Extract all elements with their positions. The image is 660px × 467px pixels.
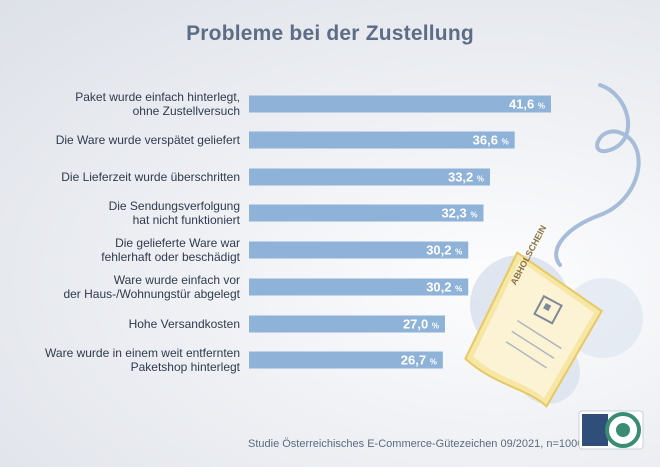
value-label: 41,6 % xyxy=(509,97,545,112)
paper-line xyxy=(511,330,555,359)
paper-line xyxy=(516,319,562,350)
paper-line xyxy=(505,341,547,369)
bar xyxy=(249,131,515,149)
category-label: Hohe Versandkosten xyxy=(129,317,240,331)
europe-map-icon xyxy=(582,414,608,446)
bar xyxy=(249,168,491,186)
guetezeichen-seal xyxy=(578,410,644,450)
bar xyxy=(249,95,551,113)
bar xyxy=(249,204,484,222)
seal-ring-icon xyxy=(605,412,641,448)
qr-code-detail xyxy=(543,302,552,312)
value-label: 30,2 % xyxy=(426,280,462,295)
seal-center xyxy=(616,423,630,437)
category-label: Paket wurde einfach hinterlegt, ohne Zust… xyxy=(75,90,240,118)
category-label: Die gelieferte Ware war fehlerhaft oder b… xyxy=(101,236,240,264)
category-label: Ware wurde einfach vor der Haus-/Wohnungs… xyxy=(63,273,240,301)
footnote-source: Studie Österreichisches E-Commerce-Gütez… xyxy=(248,438,584,450)
abholschein-illustration: ABHOLSCHEIN xyxy=(464,224,604,408)
value-label: 32,3 % xyxy=(441,206,477,221)
bar xyxy=(249,241,469,259)
category-label: Die Sendungsverfolgung hat nicht funktion… xyxy=(109,199,241,227)
value-label: 26,7 % xyxy=(401,353,437,368)
value-label: 33,2 % xyxy=(448,170,484,185)
qr-code-icon xyxy=(533,294,563,325)
bar xyxy=(249,351,443,369)
value-label: 27,0 % xyxy=(403,317,439,332)
page-title: Probleme bei der Zustellung xyxy=(186,22,474,45)
value-label: 36,6 % xyxy=(473,133,509,148)
deco-swirl xyxy=(554,83,641,267)
category-label: Die Ware wurde verspätet geliefert xyxy=(56,133,241,147)
category-label: Ware wurde in einem weit entfernten Paket… xyxy=(45,346,241,374)
category-label: Die Lieferzeit wurde überschritten xyxy=(61,170,240,184)
bar xyxy=(249,315,446,333)
bar xyxy=(249,278,469,296)
value-label: 30,2 % xyxy=(426,243,462,258)
